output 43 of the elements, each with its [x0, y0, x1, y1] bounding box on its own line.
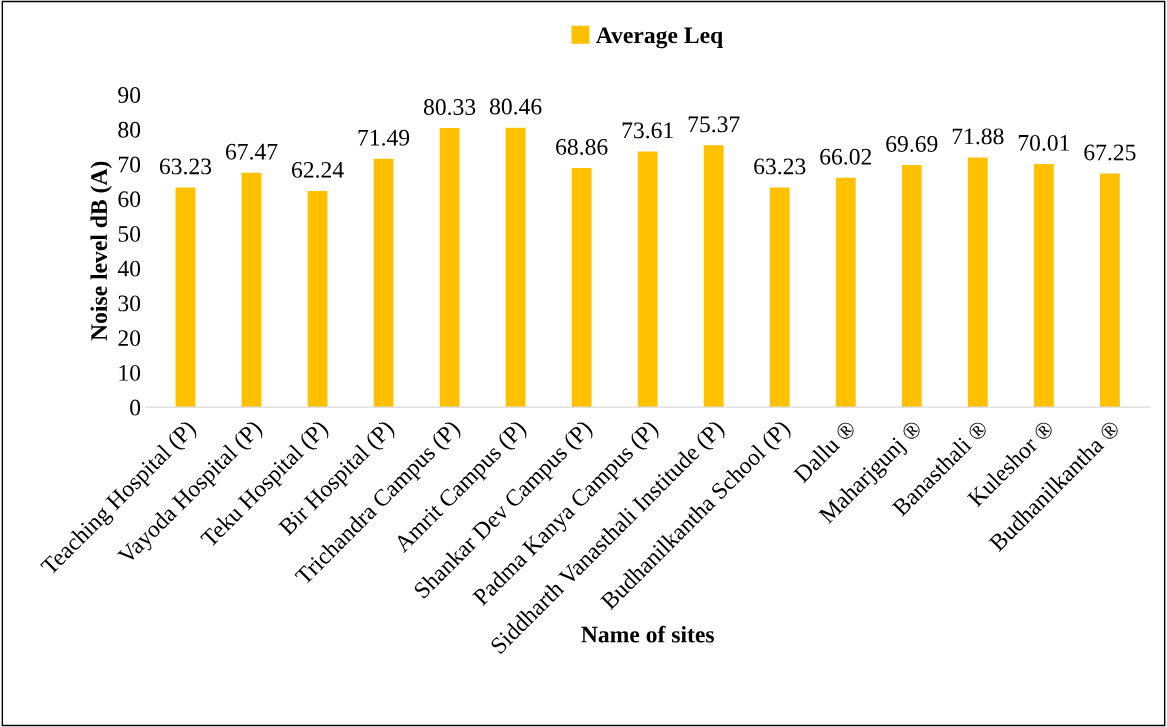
data-label: 75.37	[688, 116, 740, 133]
data-label: 67.25	[1084, 144, 1136, 161]
bar	[1033, 163, 1054, 408]
data-label: 66.02	[820, 148, 872, 165]
bar	[241, 172, 262, 408]
data-label: 69.69	[886, 136, 938, 153]
data-label: 73.61	[622, 122, 673, 139]
data-label: 62.24	[292, 161, 344, 178]
bar	[967, 157, 988, 408]
y-tick-label: 0	[130, 399, 141, 416]
y-tick-label: 40	[117, 260, 141, 277]
bar	[505, 127, 526, 408]
data-label: 63.23	[159, 158, 212, 175]
y-axis-title: Noise level dB (A)	[90, 161, 112, 341]
data-label: 71.49	[358, 129, 410, 146]
data-label: 80.46	[489, 98, 542, 115]
bar	[769, 187, 790, 408]
y-tick-label: 50	[118, 225, 141, 242]
y-tick-label: 90	[118, 87, 141, 103]
y-tick-label: 70	[118, 156, 141, 173]
y-tick-label: 60	[118, 191, 141, 208]
y-tick-label: 10	[119, 364, 141, 381]
bar	[307, 190, 328, 408]
bar	[901, 165, 922, 408]
data-label: 80.33	[423, 99, 476, 116]
y-tick-label: 30	[118, 295, 141, 312]
bar	[703, 145, 724, 408]
legend-label: Average Leq	[596, 27, 723, 49]
data-label: 71.88	[952, 128, 1004, 145]
y-tick-label: 20	[118, 330, 141, 347]
data-label: 70.01	[1018, 134, 1069, 151]
bar	[373, 158, 394, 408]
bar	[439, 128, 460, 408]
data-label: 63.23	[754, 158, 806, 175]
data-label: 67.47	[225, 143, 278, 160]
bar	[175, 187, 196, 408]
bar	[571, 167, 592, 408]
bar	[1099, 173, 1120, 408]
y-tick-label: 80	[118, 121, 141, 138]
bar	[637, 151, 658, 408]
bar	[835, 177, 856, 408]
x-axis-title: Name of sites	[581, 625, 714, 643]
data-label: 68.86	[556, 138, 608, 155]
